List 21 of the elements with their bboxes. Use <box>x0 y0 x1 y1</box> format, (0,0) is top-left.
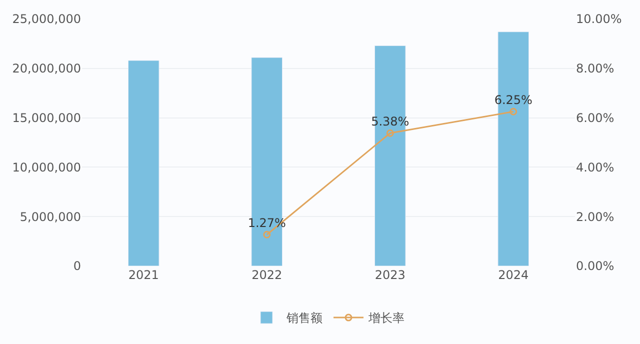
y-tick-label: 5,000,000 <box>20 210 81 224</box>
point <box>263 230 271 238</box>
y-tick-label: 25,000,000 <box>12 12 81 26</box>
y2-tick-label: 2.00% <box>576 210 614 224</box>
y2-tick-label: 6.00% <box>576 111 614 125</box>
y2-tick-label: 8.00% <box>576 62 614 76</box>
y2-tick-label: 4.00% <box>576 160 614 174</box>
point <box>386 129 394 137</box>
y-tick-label: 0 <box>73 259 81 274</box>
legend-label: 销售额 <box>286 311 322 326</box>
x-tick-label: 2022 <box>252 268 282 282</box>
y-tick-label: 10,000,000 <box>12 160 81 174</box>
x-tick-label: 2024 <box>498 268 529 282</box>
y2-tick-label: 0.00% <box>576 259 614 274</box>
point <box>510 108 518 116</box>
x-tick-label: 2021 <box>128 268 159 282</box>
x-tick-label: 2023 <box>374 268 406 282</box>
y-tick-label: 15,000,000 <box>12 111 81 125</box>
legend-label: 增长率 <box>368 311 404 326</box>
y-tick-label: 20,000,000 <box>12 62 81 76</box>
y2-tick-label: 10.00% <box>576 12 622 26</box>
